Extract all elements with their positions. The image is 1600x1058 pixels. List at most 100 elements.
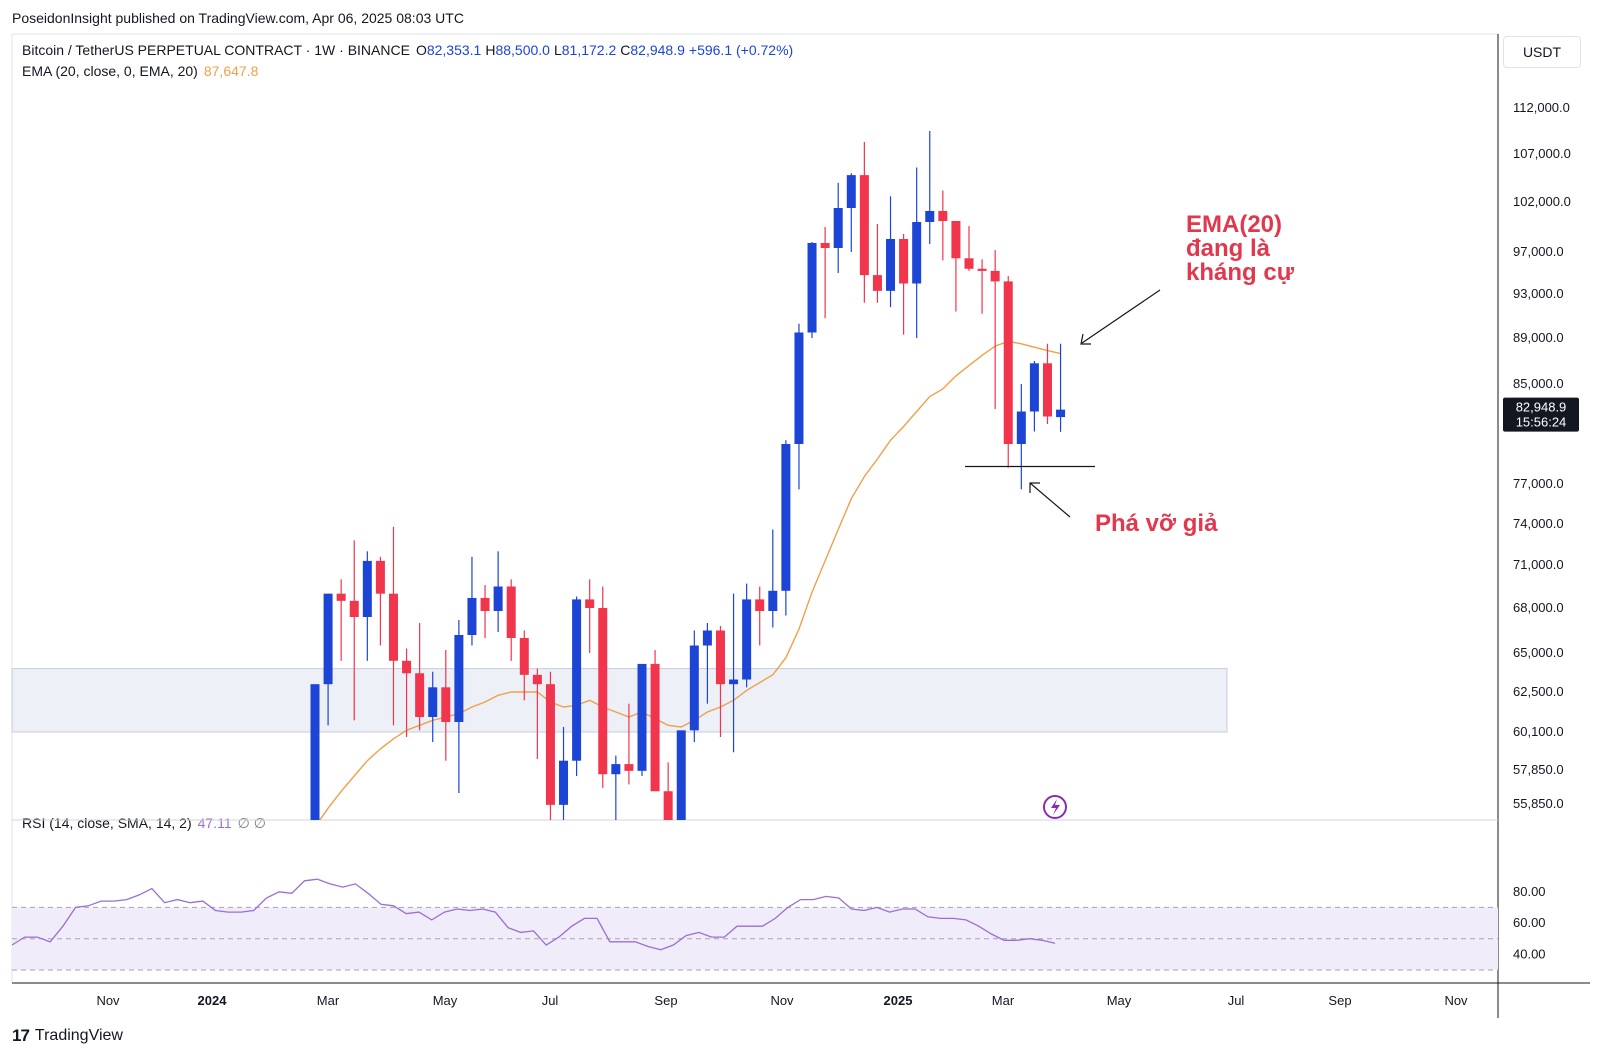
time-axis: Nov 2024 Mar May Jul Sep Nov 2025 Mar May Jul Sep No… — [96, 993, 1468, 1008]
tradingview-footer[interactable]: 17 TradingView — [12, 1026, 123, 1046]
rsi-legend[interactable]: RSI (14, close, SMA, 14, 2) 47.11 ∅ ∅ — [22, 815, 272, 832]
fake-break-annotation: Phá vỡ giả — [1095, 510, 1218, 537]
candle-body — [859, 175, 869, 276]
candle — [964, 226, 974, 271]
time-tick-label: Nov — [1444, 993, 1468, 1008]
candle — [572, 596, 582, 776]
candle — [585, 579, 595, 653]
candle — [951, 221, 961, 312]
last-price-countdown: 15:56:24 — [1516, 415, 1567, 430]
symbol-title[interactable]: Bitcoin / TetherUS PERPETUAL CONTRACT · … — [22, 42, 410, 58]
candle — [454, 620, 464, 793]
rsi-legend-label: RSI (14, close, SMA, 14, 2) — [22, 815, 192, 831]
ema-annotation-line1: EMA(20) — [1186, 211, 1283, 238]
candle-body — [572, 599, 582, 761]
candle — [663, 762, 673, 820]
candle — [532, 668, 542, 760]
candle — [899, 234, 909, 335]
currency-selector[interactable]: USDT — [1503, 36, 1581, 68]
candle — [742, 583, 752, 688]
candle-body — [375, 560, 385, 594]
price-tick-label: 107,000.0 — [1513, 146, 1571, 161]
candle-body — [611, 764, 621, 775]
ema-annotation-line2: đang là — [1186, 235, 1271, 262]
candle-body — [820, 243, 830, 248]
candle-body — [310, 684, 320, 820]
ema-annotation: EMA(20) đang là kháng cự — [1186, 213, 1294, 285]
lightning-icon[interactable] — [1043, 795, 1067, 819]
chart-frame — [11, 33, 1590, 1018]
candle-body — [415, 673, 425, 717]
candle — [388, 526, 398, 726]
candle — [480, 585, 490, 638]
candle — [990, 250, 1000, 409]
price-tick-label: 62,500.0 — [1513, 684, 1564, 699]
candle — [402, 648, 412, 738]
candle-body — [951, 221, 961, 259]
price-tick-label: 74,000.0 — [1513, 516, 1564, 531]
ema-arrow-head — [1080, 333, 1091, 345]
annotation-lines-layer — [965, 289, 1161, 819]
candle — [807, 242, 817, 338]
candle — [755, 586, 765, 646]
candle — [846, 173, 856, 252]
candle — [349, 540, 359, 721]
candle-body — [781, 444, 791, 591]
candle — [977, 259, 987, 314]
rsi-legend-extra: ∅ ∅ — [237, 815, 266, 831]
candle-body — [755, 599, 765, 611]
price-tick-label: 85,000.0 — [1513, 376, 1564, 391]
price-tick-label: 60,100.0 — [1513, 724, 1564, 739]
price-tick-label: 102,000.0 — [1513, 194, 1571, 209]
candle-body — [702, 630, 712, 646]
candle-body — [388, 593, 398, 661]
candle — [781, 440, 791, 616]
candle-body — [729, 679, 739, 685]
ema-layer — [318, 340, 1061, 820]
candle-body — [912, 222, 922, 284]
time-tick-label: May — [433, 993, 458, 1008]
candle — [702, 623, 712, 704]
rsi-tick-label: 40.00 — [1513, 946, 1546, 961]
candle-body — [585, 599, 595, 608]
candle-body — [349, 600, 359, 617]
tradingview-brand: TradingView — [34, 1027, 123, 1044]
support-zone-layer — [11, 668, 1228, 733]
candle — [375, 556, 385, 646]
rsi-tick-label: 60.00 — [1513, 915, 1546, 930]
candle-body — [742, 599, 752, 680]
time-tick-label: 2025 — [884, 993, 913, 1008]
ema-legend[interactable]: EMA (20, close, 0, EMA, 20) 87,647.8 — [22, 63, 264, 79]
lightning-icon-bolt — [1051, 799, 1060, 815]
candle — [729, 593, 739, 753]
price-tick-label: 89,000.0 — [1513, 330, 1564, 345]
candle-body — [1042, 363, 1052, 417]
open-value: O82,353.1 — [415, 42, 482, 58]
candle-body — [833, 208, 843, 248]
candle — [323, 593, 333, 726]
candle — [715, 626, 725, 738]
candle-body — [441, 687, 451, 722]
candle-body — [1003, 281, 1013, 444]
candle-body — [362, 560, 372, 617]
candle — [650, 650, 660, 792]
time-tick-label: Sep — [654, 993, 677, 1008]
candle — [428, 671, 438, 743]
candle — [794, 323, 804, 490]
candle — [441, 650, 451, 761]
time-tick-label: Nov — [96, 993, 120, 1008]
candle-body — [768, 590, 778, 611]
candle-body — [402, 660, 412, 674]
candle-body — [624, 764, 634, 771]
candle — [336, 579, 346, 661]
ema-annotation-line3: kháng cự — [1186, 259, 1295, 286]
price-tick-label: 55,850.0 — [1513, 796, 1564, 811]
time-tick-label: Jul — [542, 993, 559, 1008]
fake-break-arrow-shaft — [1029, 482, 1071, 518]
candle-body — [493, 586, 503, 611]
candle-body — [676, 730, 686, 820]
candle-body — [480, 597, 490, 611]
candle-body — [323, 593, 333, 685]
last-price-tag — [1503, 397, 1579, 432]
